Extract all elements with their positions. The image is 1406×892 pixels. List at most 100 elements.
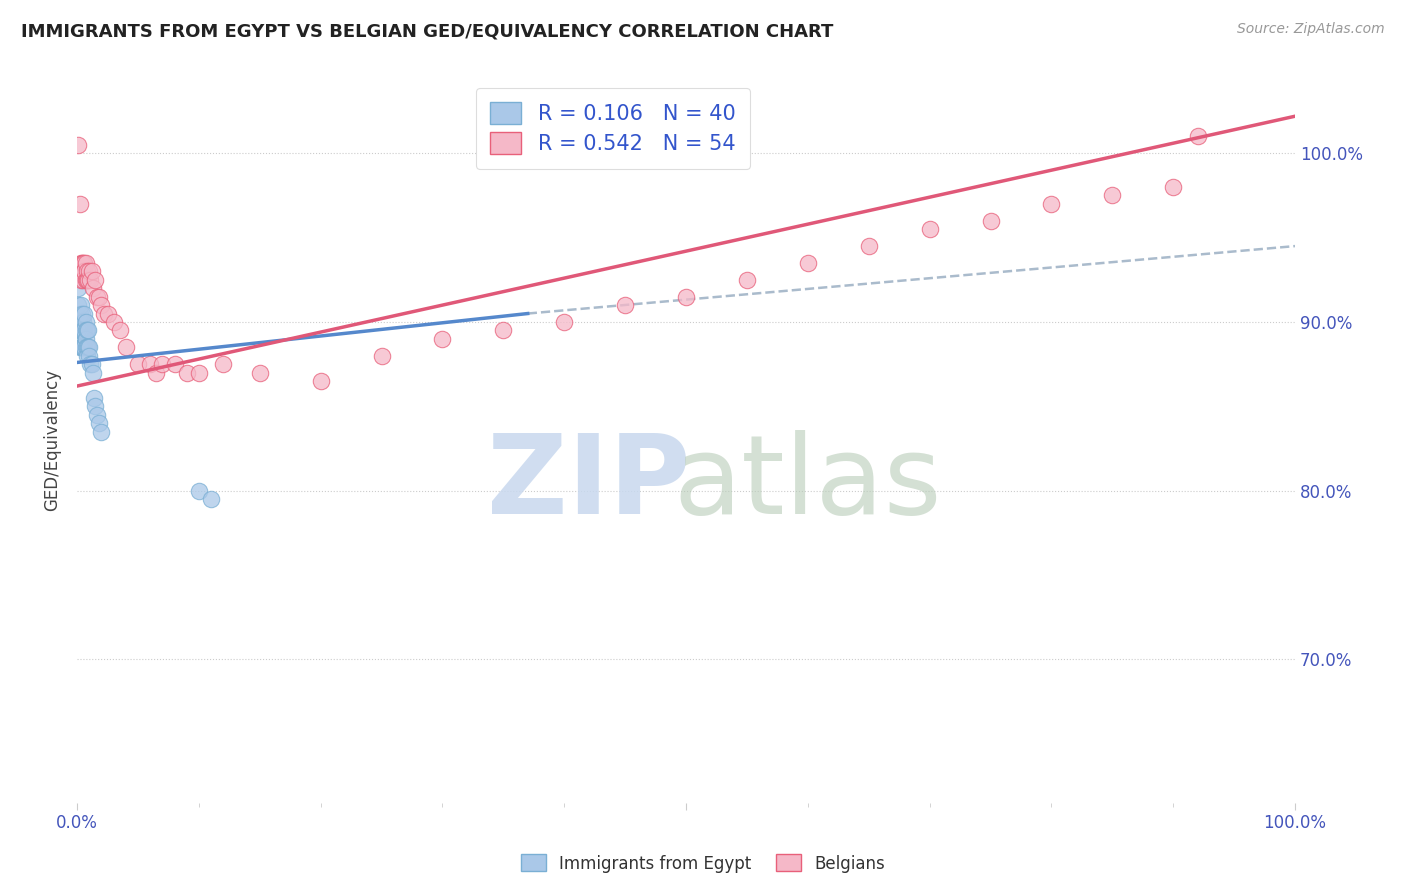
Point — [75, 323, 97, 337]
Point — [187, 366, 209, 380]
Point — [1101, 188, 1123, 202]
Point — [93, 306, 115, 320]
Point — [77, 340, 100, 354]
Point — [103, 315, 125, 329]
Point — [614, 298, 637, 312]
Point — [139, 357, 162, 371]
Point — [432, 332, 454, 346]
Point — [77, 323, 100, 337]
Point — [77, 349, 100, 363]
Point — [80, 357, 103, 371]
Point — [84, 399, 107, 413]
Point — [69, 315, 91, 329]
Point — [82, 366, 104, 380]
Point — [67, 137, 90, 152]
Point — [67, 323, 90, 337]
Point — [735, 273, 758, 287]
Legend: Immigrants from Egypt, Belgians: Immigrants from Egypt, Belgians — [515, 847, 891, 880]
Text: Source: ZipAtlas.com: Source: ZipAtlas.com — [1237, 22, 1385, 37]
Point — [150, 357, 173, 371]
Point — [87, 290, 110, 304]
Point — [212, 357, 235, 371]
Point — [73, 340, 96, 354]
Point — [70, 264, 93, 278]
Point — [370, 349, 392, 363]
Text: ZIP: ZIP — [486, 430, 690, 537]
Point — [187, 483, 209, 498]
Point — [76, 349, 98, 363]
Point — [69, 273, 91, 287]
Point — [69, 197, 91, 211]
Point — [1040, 197, 1063, 211]
Point — [797, 256, 820, 270]
Point — [76, 323, 98, 337]
Point — [77, 340, 100, 354]
Point — [86, 408, 108, 422]
Point — [675, 290, 697, 304]
Point — [90, 425, 112, 439]
Point — [79, 273, 101, 287]
Point — [73, 256, 96, 270]
Text: IMMIGRANTS FROM EGYPT VS BELGIAN GED/EQUIVALENCY CORRELATION CHART: IMMIGRANTS FROM EGYPT VS BELGIAN GED/EQU… — [21, 22, 834, 40]
Point — [163, 357, 186, 371]
Point — [69, 264, 91, 278]
Point — [69, 298, 91, 312]
Point — [127, 357, 149, 371]
Point — [75, 273, 97, 287]
Point — [70, 323, 93, 337]
Point — [69, 340, 91, 354]
Point — [1161, 180, 1184, 194]
Point — [84, 273, 107, 287]
Point — [86, 290, 108, 304]
Point — [108, 323, 131, 337]
Point — [858, 239, 880, 253]
Point — [200, 491, 222, 506]
Point — [75, 315, 97, 329]
Text: atlas: atlas — [673, 430, 942, 537]
Point — [70, 256, 93, 270]
Point — [72, 323, 94, 337]
Point — [176, 366, 198, 380]
Point — [69, 306, 91, 320]
Point — [492, 323, 515, 337]
Point — [82, 281, 104, 295]
Point — [96, 306, 118, 320]
Point — [76, 273, 98, 287]
Point — [67, 281, 90, 295]
Point — [77, 264, 100, 278]
Point — [72, 340, 94, 354]
Point — [73, 323, 96, 337]
Point — [69, 256, 91, 270]
Point — [145, 366, 167, 380]
Point — [79, 357, 101, 371]
Point — [553, 315, 575, 329]
Point — [75, 340, 97, 354]
Point — [309, 374, 332, 388]
Point — [69, 323, 91, 337]
Point — [67, 298, 90, 312]
Point — [72, 273, 94, 287]
Point — [918, 222, 941, 236]
Point — [76, 340, 98, 354]
Point — [69, 323, 91, 337]
Point — [72, 315, 94, 329]
Legend: R = 0.106   N = 40, R = 0.542   N = 54: R = 0.106 N = 40, R = 0.542 N = 54 — [475, 87, 751, 169]
Y-axis label: GED/Equivalency: GED/Equivalency — [44, 369, 60, 511]
Point — [75, 256, 97, 270]
Point — [90, 298, 112, 312]
Point — [83, 391, 105, 405]
Point — [80, 264, 103, 278]
Point — [73, 306, 96, 320]
Point — [72, 256, 94, 270]
Point — [249, 366, 271, 380]
Point — [70, 340, 93, 354]
Point — [1187, 129, 1209, 144]
Point — [87, 416, 110, 430]
Point — [76, 264, 98, 278]
Point — [77, 273, 100, 287]
Point — [75, 332, 97, 346]
Point — [73, 264, 96, 278]
Point — [980, 214, 1002, 228]
Point — [70, 306, 93, 320]
Point — [114, 340, 136, 354]
